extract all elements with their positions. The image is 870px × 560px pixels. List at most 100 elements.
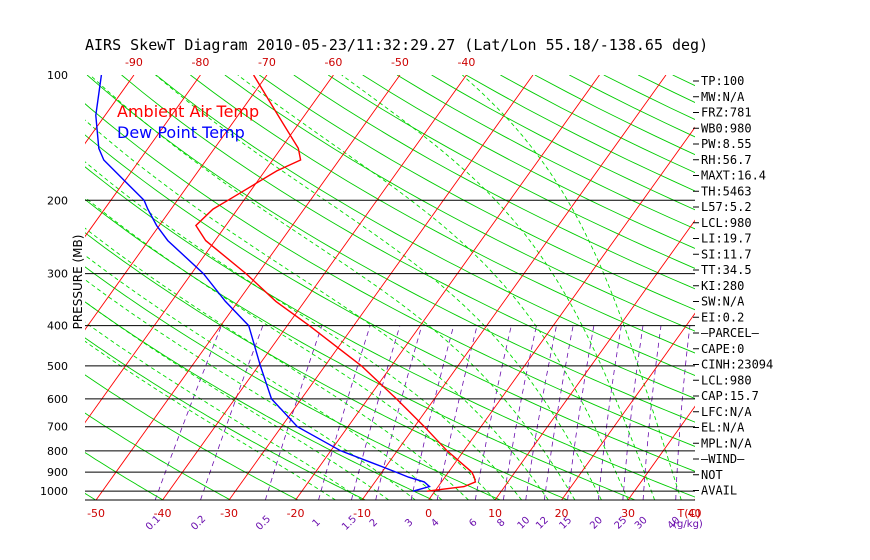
pressure-tick-label: 500 — [47, 360, 68, 373]
index-entry: TT:34.5 — [701, 263, 752, 277]
mixing-ratio-label: 0.5 — [254, 514, 273, 533]
moist-adiabat-line — [237, 75, 629, 500]
dry-adiabat-line — [742, 75, 870, 500]
mixing-ratio-line — [675, 325, 691, 500]
ambient-air-temp-line — [194, 75, 477, 492]
dry-adiabat-line — [85, 198, 636, 500]
pressure-tick-label: 200 — [47, 194, 68, 207]
legend: Ambient Air Temp Dew Point Temp — [117, 102, 259, 142]
top-temp-tick-label: -50 — [391, 56, 409, 69]
mixing-ratio-label: 10 — [516, 515, 533, 532]
mixing-ratio-line — [502, 325, 537, 500]
isotherm-line — [228, 75, 534, 500]
index-entry: MAXT:16.4 — [701, 169, 766, 183]
mixing-ratio-label: 1 — [311, 517, 323, 529]
mixing-ratio-label: 6 — [467, 517, 479, 529]
index-entry: MPL:N/A — [701, 436, 752, 450]
index-entry: —WIND— — [701, 452, 745, 466]
dry-adiabat-line — [85, 452, 164, 500]
pressure-tick-label: 800 — [47, 445, 68, 458]
pressure-tick-label: 1000 — [40, 485, 68, 498]
bottom-temp-tick-label: -20 — [287, 507, 305, 520]
index-entry: CAPE:0 — [701, 342, 744, 356]
top-temp-tick-label: -60 — [324, 56, 342, 69]
mixing-ratio-line — [375, 325, 423, 500]
index-entry: SW:N/A — [701, 295, 745, 309]
index-entry: PW:8.55 — [701, 137, 752, 151]
mixing-ratio-line — [525, 325, 557, 500]
dry-adiabat-line — [190, 75, 695, 354]
index-entry: LCL:980 — [701, 373, 752, 387]
moist-adiabat-line — [85, 321, 363, 500]
mixing-ratio-label: 8 — [495, 517, 507, 529]
bottom-temp-tick-label: 10 — [488, 507, 502, 520]
bottom-temp-tick-label: -50 — [87, 507, 105, 520]
bottom-temp-tick-label: 40 — [688, 507, 702, 520]
moist-adiabat-line — [462, 75, 682, 500]
moist-adiabat-line — [85, 119, 549, 500]
index-entry: EI:0.2 — [701, 310, 744, 324]
moist-adiabat-line — [85, 196, 496, 500]
profile-series — [95, 75, 477, 492]
isotherm-line — [0, 75, 67, 500]
mixing-ratio-line — [351, 325, 401, 500]
mixing-ratio-label: 3 — [403, 517, 415, 529]
bottom-temp-unit-label: T(C) — [677, 507, 701, 520]
mixing-ratio-label: 4 — [429, 517, 441, 529]
bottom-temp-tick-label: -30 — [220, 507, 238, 520]
pressure-tick-label: 100 — [47, 69, 68, 82]
isotherm-line — [0, 75, 1, 500]
chart-title: AIRS SkewT Diagram 2010-05-23/11:32:29.2… — [85, 36, 709, 54]
moist-adiabat-line — [341, 75, 656, 500]
dry-adiabat-line — [638, 75, 695, 103]
dry-adiabat-line — [500, 75, 695, 174]
pressure-tick-label: 600 — [47, 393, 68, 406]
isobars — [85, 199, 695, 501]
pressure-tick-label: 300 — [47, 268, 68, 281]
dew-point-temp-line — [95, 75, 431, 492]
index-entry: TP:100 — [701, 74, 744, 88]
bottom-temp-tick-label: -40 — [154, 507, 172, 520]
index-entry: —PARCEL— — [701, 326, 760, 340]
dry-adiabat-line — [85, 374, 299, 500]
mixing-ratio-lines — [154, 325, 691, 500]
top-temp-tick-label: -40 — [457, 56, 475, 69]
index-entry: NOT — [701, 468, 723, 482]
index-entry: LCL:980 — [701, 216, 752, 230]
mixing-ratio-line — [543, 325, 574, 500]
isotherm-line — [85, 75, 334, 424]
dry-adiabat-line — [465, 75, 695, 192]
bottom-temp-tick-label: 0 — [425, 507, 432, 520]
index-entry: L57:5.2 — [701, 200, 752, 214]
isotherm-line — [85, 75, 201, 238]
dry-adiabat-line — [259, 75, 695, 311]
moist-adiabat-line — [89, 75, 576, 500]
moist-adiabats — [85, 75, 682, 500]
moist-adiabat-line — [85, 279, 416, 500]
isotherm-line — [627, 405, 695, 500]
bottom-temp-tick-label: -10 — [353, 507, 371, 520]
isotherm-line — [761, 75, 870, 500]
top-temp-tick-label: -70 — [258, 56, 276, 69]
dry-adiabat-line — [293, 75, 695, 290]
isotherm-line — [428, 126, 695, 500]
dry-adiabat-line — [85, 232, 568, 500]
index-entry: CINH:23094 — [701, 358, 773, 372]
isotherm-line — [361, 75, 667, 500]
dry-adiabat-line — [85, 301, 433, 500]
top-temp-tick-label: -90 — [125, 56, 143, 69]
dry-adiabats — [0, 75, 870, 500]
moist-adiabat-line — [85, 161, 523, 500]
mixing-ratio-line — [598, 325, 622, 500]
dry-adiabat-line — [85, 337, 366, 500]
index-entry: LFC:N/A — [701, 405, 752, 419]
dry-adiabat-line — [85, 412, 231, 500]
dry-adiabat-line — [86, 75, 695, 423]
isotherm-line — [162, 75, 467, 500]
index-entry: WB0:980 — [701, 121, 752, 135]
mixing-ratio-line — [567, 325, 595, 500]
dry-adiabat-line — [0, 75, 28, 500]
mixing-ratio-label: 2 — [368, 517, 380, 529]
